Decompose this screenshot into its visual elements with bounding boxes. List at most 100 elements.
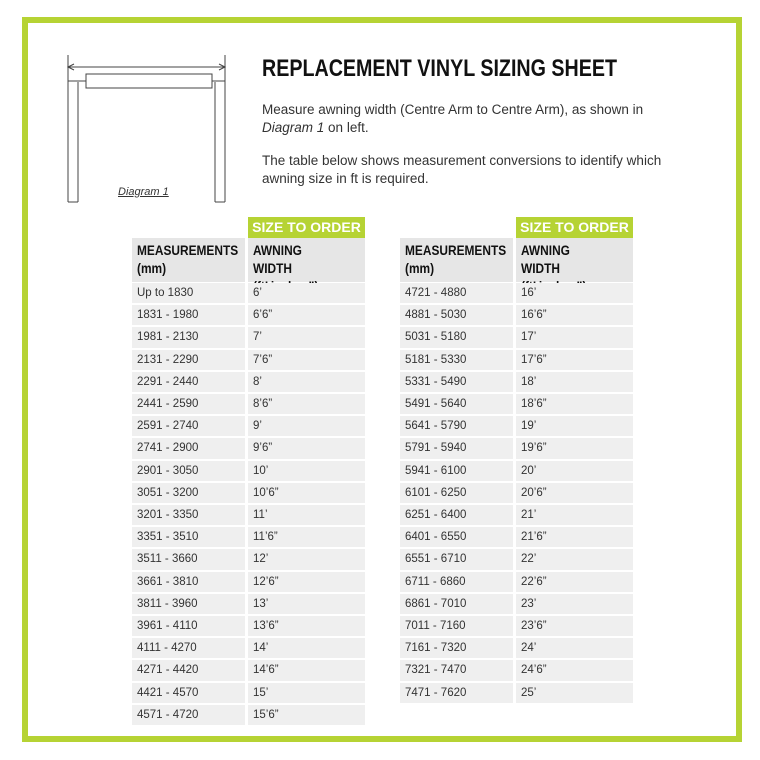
table-cell: 14’6”	[248, 660, 365, 681]
table-cell: 6861 - 7010	[400, 593, 513, 614]
table-cell: 17’	[516, 327, 633, 348]
table-cell: 11’6”	[248, 527, 365, 548]
emphasis: Diagram 1	[262, 120, 325, 135]
table-cell: 19’6”	[516, 438, 633, 459]
table-cell: 23’	[516, 593, 633, 614]
table-cell: 5031 - 5180	[400, 327, 513, 348]
table-cell: 3351 - 3510	[132, 527, 245, 548]
table-cell: 7’6”	[248, 349, 365, 370]
table-cell: 20’	[516, 460, 633, 481]
table-cell: 10’	[248, 460, 365, 481]
table-cell: 15’	[248, 682, 365, 703]
column-header: MEASUREMENTS (mm)	[400, 238, 513, 282]
table-cell: 6401 - 6550	[400, 527, 513, 548]
table-cell: 2741 - 2900	[132, 438, 245, 459]
diagram	[66, 55, 227, 203]
table-cell: 7471 - 7620	[400, 682, 513, 703]
table-cell: 8’6”	[248, 394, 365, 415]
table-cell: 10’6”	[248, 482, 365, 503]
table-cell: 7’	[248, 327, 365, 348]
table-cell: 6251 - 6400	[400, 505, 513, 526]
column-header: AWNING WIDTH(ft’ inches”)	[516, 238, 633, 294]
table-cell: 18’6”	[516, 394, 633, 415]
table-cell: 2441 - 2590	[132, 394, 245, 415]
table-cell: 4111 - 4270	[132, 638, 245, 659]
table-cell: 5941 - 6100	[400, 460, 513, 481]
table-cell: 11’	[248, 505, 365, 526]
border-frame	[22, 17, 742, 742]
table-cell: 9’	[248, 416, 365, 437]
banner: SIZE TO ORDER	[516, 217, 633, 238]
table-cell: 13’6”	[248, 616, 365, 637]
table-cell: 19’	[516, 416, 633, 437]
table-cell: 9’6”	[248, 438, 365, 459]
table-cell: 22’6”	[516, 571, 633, 592]
table-cell: 4881 - 5030	[400, 305, 513, 326]
table-cell: 12’	[248, 549, 365, 570]
table-cell: 2591 - 2740	[132, 416, 245, 437]
header-text: AWNING WIDTH	[253, 242, 302, 276]
table-cell: 4271 - 4420	[132, 660, 245, 681]
paragraph: Measure awning width (Centre Arm to Cent…	[262, 101, 682, 137]
table-cell: 6’	[248, 283, 365, 304]
table-cell: 18’	[516, 371, 633, 392]
table-cell: 3511 - 3660	[132, 549, 245, 570]
table-cell: 21’	[516, 505, 633, 526]
table-cell: 5641 - 5790	[400, 416, 513, 437]
table-cell: 24’	[516, 638, 633, 659]
table-cell: 24’6”	[516, 660, 633, 681]
table-cell: 4571 - 4720	[132, 704, 245, 725]
table-cell: 1831 - 1980	[132, 305, 245, 326]
table-cell: 12’6”	[248, 571, 365, 592]
header-text: (mm)	[405, 260, 435, 276]
header-text: MEASUREMENTS	[137, 242, 239, 258]
column-header: MEASUREMENTS (mm)	[132, 238, 245, 282]
table-cell: 22’	[516, 549, 633, 570]
table-cell: 6711 - 6860	[400, 571, 513, 592]
table-cell: 4421 - 4570	[132, 682, 245, 703]
table-cell: 14’	[248, 638, 365, 659]
table-cell: 23’6”	[516, 616, 633, 637]
table-cell: 7321 - 7470	[400, 660, 513, 681]
table-cell: 5491 - 5640	[400, 394, 513, 415]
table-cell: 1981 - 2130	[132, 327, 245, 348]
table-cell: 20’6”	[516, 482, 633, 503]
header-text: (mm)	[137, 260, 167, 276]
table-cell: 7011 - 7160	[400, 616, 513, 637]
table-cell: 7161 - 7320	[400, 638, 513, 659]
table-cell: Up to 1830	[132, 283, 245, 304]
title: REPLACEMENT VINYL SIZING SHEET	[262, 55, 618, 82]
table-cell: 5791 - 5940	[400, 438, 513, 459]
table-cell: 25’	[516, 682, 633, 703]
text: The table below shows measurement conver…	[262, 153, 662, 186]
table-cell: 21’6”	[516, 527, 633, 548]
table-cell: 17’6”	[516, 349, 633, 370]
table-cell: 3661 - 3810	[132, 571, 245, 592]
text: on left.	[328, 120, 369, 135]
banner: SIZE TO ORDER	[248, 217, 365, 238]
table-cell: 6’6”	[248, 305, 365, 326]
table-cell: 2291 - 2440	[132, 371, 245, 392]
table-cell: 5331 - 5490	[400, 371, 513, 392]
header-text: AWNING WIDTH	[521, 242, 570, 276]
table-cell: 6101 - 6250	[400, 482, 513, 503]
table-cell: 5181 - 5330	[400, 349, 513, 370]
diagram-label: Diagram 1	[118, 186, 169, 198]
table-cell: 8’	[248, 371, 365, 392]
table-cell: 4721 - 4880	[400, 283, 513, 304]
table-cell: 3051 - 3200	[132, 482, 245, 503]
header-text: MEASUREMENTS	[405, 242, 507, 258]
table-cell: 3201 - 3350	[132, 505, 245, 526]
column-header: AWNING WIDTH(ft’ inches”)	[248, 238, 365, 294]
text: Measure awning width (Centre Arm to Cent…	[262, 102, 644, 117]
table-cell: 13’	[248, 593, 365, 614]
table-cell: 16’	[516, 283, 633, 304]
table-cell: 2901 - 3050	[132, 460, 245, 481]
table-cell: 6551 - 6710	[400, 549, 513, 570]
paragraph: The table below shows measurement conver…	[262, 152, 682, 188]
table-cell: 2131 - 2290	[132, 349, 245, 370]
table-cell: 15’6”	[248, 704, 365, 725]
table-cell: 3961 - 4110	[132, 616, 245, 637]
